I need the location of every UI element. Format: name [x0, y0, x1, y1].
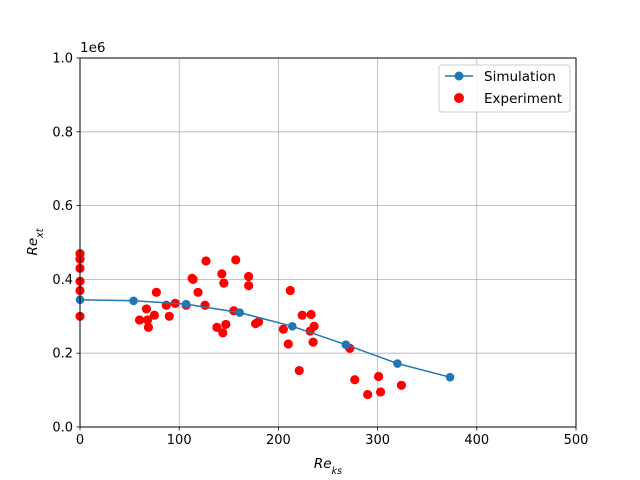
legend: Simulation Experiment — [438, 64, 571, 113]
experiment-point — [363, 389, 373, 400]
experiment-point — [149, 310, 159, 320]
x-tick-label: 200 — [266, 433, 291, 448]
experiment-point — [142, 315, 153, 325]
y-tick-label: 1.0 — [52, 52, 73, 67]
experiment-point — [221, 319, 231, 330]
experiment-point — [373, 371, 384, 382]
grid — [79, 57, 577, 428]
simulation-point — [235, 308, 245, 317]
experiment-point — [285, 285, 295, 296]
experiment-point — [231, 255, 241, 265]
tick-layer: 0 100 200 300 400 500 0.0 0.2 0.4 0.6 0.8 1.0 — [52, 52, 588, 449]
simulation-line — [79, 298, 451, 378]
legend-simulation-label: Simulation — [484, 69, 556, 85]
y-tick-label: 0.6 — [52, 199, 73, 214]
experiment-point — [134, 315, 145, 325]
experiment-point — [212, 322, 222, 332]
experiment-point — [294, 365, 304, 376]
plot-frame — [79, 57, 577, 428]
y-axis-label: Rext — [25, 227, 46, 255]
simulation-point — [341, 340, 351, 350]
simulation-point — [445, 372, 455, 382]
y-multiplier-label: 1e6 — [80, 40, 105, 56]
experiment-point — [297, 310, 307, 320]
experiment-point — [306, 309, 316, 320]
x-tick-label: 400 — [464, 433, 489, 448]
simulation-point — [393, 359, 402, 368]
y-tick-label: 0.4 — [52, 273, 73, 288]
legend-experiment-label: Experiment — [484, 91, 562, 107]
x-tick-label: 100 — [167, 433, 192, 448]
experiment-point — [308, 337, 318, 347]
experiment-point — [253, 317, 264, 327]
simulation-point — [287, 321, 297, 331]
experiment-point — [244, 281, 254, 291]
experiment-point — [283, 339, 293, 349]
x-axis-label: Reks — [314, 456, 342, 477]
experiment-point — [201, 256, 211, 266]
x-tick-label: 300 — [365, 433, 390, 448]
legend-experiment-marker — [454, 93, 464, 103]
experiment-point — [164, 311, 174, 321]
x-tick-label: 500 — [564, 433, 589, 448]
experiment-point — [151, 287, 161, 297]
experiment-point — [141, 304, 152, 314]
simulation-point — [181, 299, 191, 309]
experiment-point — [217, 269, 227, 279]
experiment-point — [350, 375, 360, 385]
experiment-point — [193, 287, 203, 297]
experiment-point — [218, 328, 228, 338]
experiment-point — [143, 322, 154, 332]
experiment-point — [396, 380, 407, 390]
x-tick-label: 0 — [76, 433, 84, 448]
experiment-point — [188, 274, 198, 284]
experiment-point — [278, 324, 288, 334]
experiment-point — [200, 300, 210, 310]
simulation-point — [129, 296, 138, 306]
experiment-point — [375, 387, 386, 397]
experiment-point — [219, 278, 229, 288]
y-tick-label: 0.0 — [52, 421, 73, 436]
series-layer — [75, 248, 455, 400]
experiment-point — [309, 321, 319, 331]
experiment-point — [244, 271, 254, 282]
y-tick-label: 0.8 — [52, 125, 73, 140]
legend-simulation-marker — [454, 71, 464, 81]
y-tick-label: 0.2 — [52, 347, 73, 362]
